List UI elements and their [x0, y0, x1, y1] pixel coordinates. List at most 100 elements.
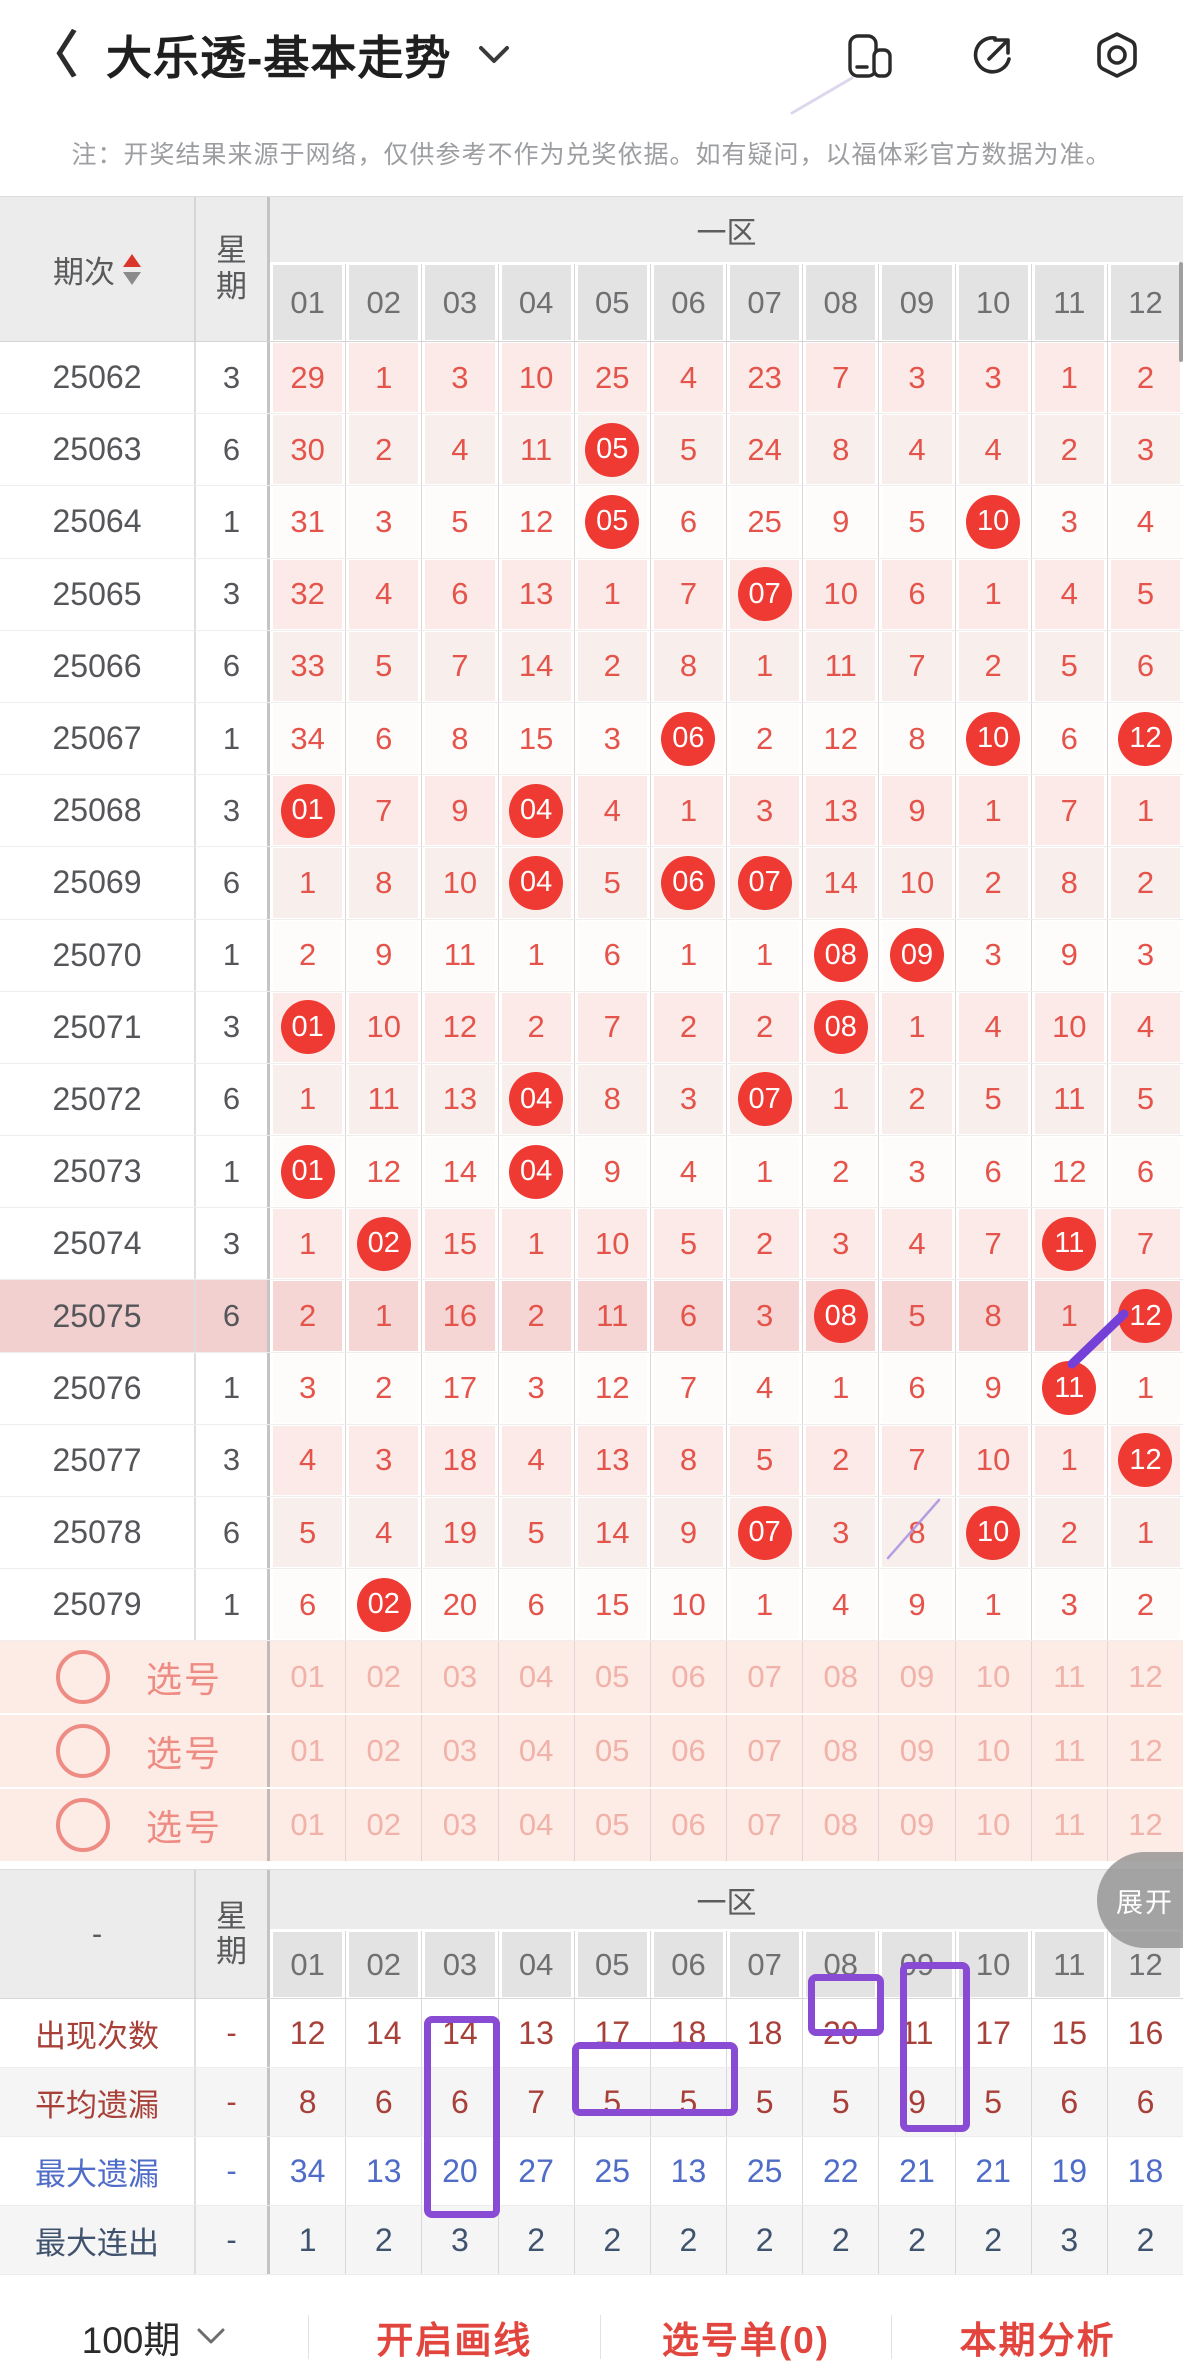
miss-count: 3	[451, 359, 469, 395]
selection-number-cell[interactable]: 11	[1030, 1715, 1107, 1788]
scrollbar-thumb[interactable]	[1179, 262, 1183, 362]
selection-number-cell[interactable]: 05	[573, 1789, 650, 1862]
drawn-ball: 08	[813, 928, 868, 983]
settings-icon[interactable]	[1093, 31, 1141, 79]
drawn-ball-cell: 05	[573, 414, 650, 486]
selection-number-cell[interactable]: 12	[1106, 1715, 1183, 1788]
selection-number-cell[interactable]: 04	[497, 1715, 574, 1788]
selection-number-cell[interactable]: 01	[270, 1789, 345, 1861]
miss-count: 5	[1060, 648, 1078, 684]
selection-number-cell[interactable]: 06	[649, 1641, 726, 1714]
selection-list-button[interactable]: 选号单(0)	[599, 2315, 892, 2361]
drawn-ball-cell: 09	[878, 919, 954, 991]
period-cell: 25077	[0, 1424, 196, 1496]
selection-number-cell[interactable]: 08	[802, 1715, 878, 1788]
selection-circle[interactable]	[56, 1798, 110, 1853]
drawn-ball-cell: 12	[1106, 702, 1183, 775]
selection-number-cell[interactable]: 05	[573, 1641, 650, 1714]
miss-count: 1	[984, 1586, 1002, 1622]
selection-number-cell[interactable]: 10	[954, 1789, 1031, 1862]
period-sort-header[interactable]: 期次	[0, 197, 196, 341]
miss-count-cell: 7	[421, 630, 497, 702]
miss-count: 4	[375, 1514, 393, 1550]
selection-number-cell[interactable]: 07	[726, 1641, 802, 1714]
selection-number-cell[interactable]: 05	[573, 1715, 650, 1788]
miss-count-cell: 2	[1030, 414, 1107, 486]
column-header: 02	[345, 264, 421, 341]
stats-value: 21	[899, 2152, 935, 2189]
miss-count-cell: 10	[1030, 991, 1107, 1063]
miss-count-cell: 3	[497, 1352, 574, 1424]
miss-count: 1	[755, 1153, 774, 1189]
selection-circle[interactable]	[56, 1724, 110, 1779]
selection-number-cell[interactable]: 01	[270, 1715, 345, 1787]
selection-number-cell[interactable]: 06	[649, 1789, 726, 1862]
selection-number-cell[interactable]: 06	[649, 1715, 726, 1788]
selection-number: 08	[823, 1659, 859, 1695]
drawn-ball: 11	[1042, 1361, 1097, 1416]
selection-number-cell[interactable]: 02	[345, 1789, 421, 1862]
periods-selector[interactable]: 100期	[0, 2310, 308, 2364]
miss-count: 4	[908, 1225, 926, 1261]
selection-number-cell[interactable]: 08	[802, 1789, 878, 1862]
selection-number-cell[interactable]: 02	[345, 1641, 421, 1714]
miss-count-cell: 6	[878, 1352, 954, 1424]
selection-number-cell[interactable]: 03	[421, 1641, 497, 1714]
stats-value-cell: 6	[421, 2068, 497, 2137]
floating-window-icon[interactable]	[847, 31, 893, 79]
selection-number-cell[interactable]: 10	[954, 1641, 1031, 1714]
analysis-button[interactable]: 本期分析	[891, 2315, 1183, 2361]
miss-count: 5	[298, 1514, 317, 1550]
miss-count: 4	[1136, 503, 1155, 539]
selection-number-cell[interactable]: 12	[1106, 1641, 1183, 1714]
selection-number-cell[interactable]: 11	[1030, 1789, 1107, 1862]
miss-count: 9	[908, 792, 926, 828]
selection-number-cell[interactable]: 08	[802, 1641, 878, 1714]
miss-count-cell: 4	[726, 1352, 802, 1424]
miss-count: 14	[518, 648, 554, 684]
selection-number-cell[interactable]: 04	[497, 1789, 574, 1862]
miss-count: 2	[375, 1370, 393, 1406]
miss-count-cell: 7	[649, 1352, 726, 1424]
miss-count-cell: 1	[649, 775, 726, 847]
draw-line-button[interactable]: 开启画线	[308, 2315, 600, 2361]
selection-number-cell[interactable]: 03	[421, 1715, 497, 1788]
miss-count-cell: 8	[573, 1063, 650, 1136]
selection-number-cell[interactable]: 09	[878, 1641, 954, 1714]
selection-number-cell[interactable]: 12	[1106, 1789, 1183, 1862]
miss-count: 1	[755, 648, 774, 684]
miss-count-cell: 3	[345, 1424, 421, 1496]
stats-value-cell: 2	[878, 2206, 954, 2275]
selection-number-cell[interactable]: 07	[726, 1789, 802, 1862]
selection-number-cell[interactable]: 01	[270, 1641, 345, 1713]
miss-count-cell: 4	[1106, 486, 1183, 558]
trend-row-25069: 25069 6 1 8 10 04 5 06 07 14 10 2 8 2	[0, 847, 1183, 920]
selection-number-cell[interactable]: 04	[497, 1641, 574, 1714]
miss-count-cell: 1	[954, 1569, 1031, 1641]
trend-row-25065: 25065 3 32 4 6 13 1 7 07 10 6 1 4 5	[0, 558, 1183, 631]
miss-count-cell: 6	[1030, 702, 1107, 775]
miss-count: 10	[518, 359, 554, 395]
drawn-ball-cell: 01	[270, 992, 345, 1063]
selection-number-cell[interactable]: 09	[878, 1789, 954, 1862]
selection-number-cell[interactable]: 07	[726, 1715, 802, 1788]
selection-number-cell[interactable]: 09	[878, 1715, 954, 1788]
stats-row: 平均遗漏 -8 6 6 7 5 5 5 5 9 5 6 6	[0, 2068, 1183, 2138]
selection-number-cell[interactable]: 10	[954, 1715, 1031, 1788]
title-dropdown[interactable]	[477, 44, 511, 66]
miss-count: 7	[603, 1009, 621, 1045]
drawn-ball: 08	[813, 1000, 868, 1055]
selection-number-cell[interactable]: 02	[345, 1715, 421, 1788]
stats-value: 34	[289, 2152, 326, 2189]
stats-value: 5	[831, 2083, 850, 2120]
back-chevron-icon[interactable]: 〈	[28, 27, 78, 83]
share-icon[interactable]	[969, 31, 1017, 79]
selection-number-cell[interactable]: 11	[1030, 1641, 1107, 1714]
expand-button[interactable]: 展开	[1097, 1852, 1183, 1948]
miss-count: 1	[832, 1081, 850, 1117]
miss-count: 6	[527, 1586, 545, 1622]
selection-number-cell[interactable]: 03	[421, 1789, 497, 1862]
selection-circle[interactable]	[56, 1650, 110, 1705]
period-cell: 25076	[0, 1352, 196, 1424]
miss-count: 2	[375, 431, 393, 467]
